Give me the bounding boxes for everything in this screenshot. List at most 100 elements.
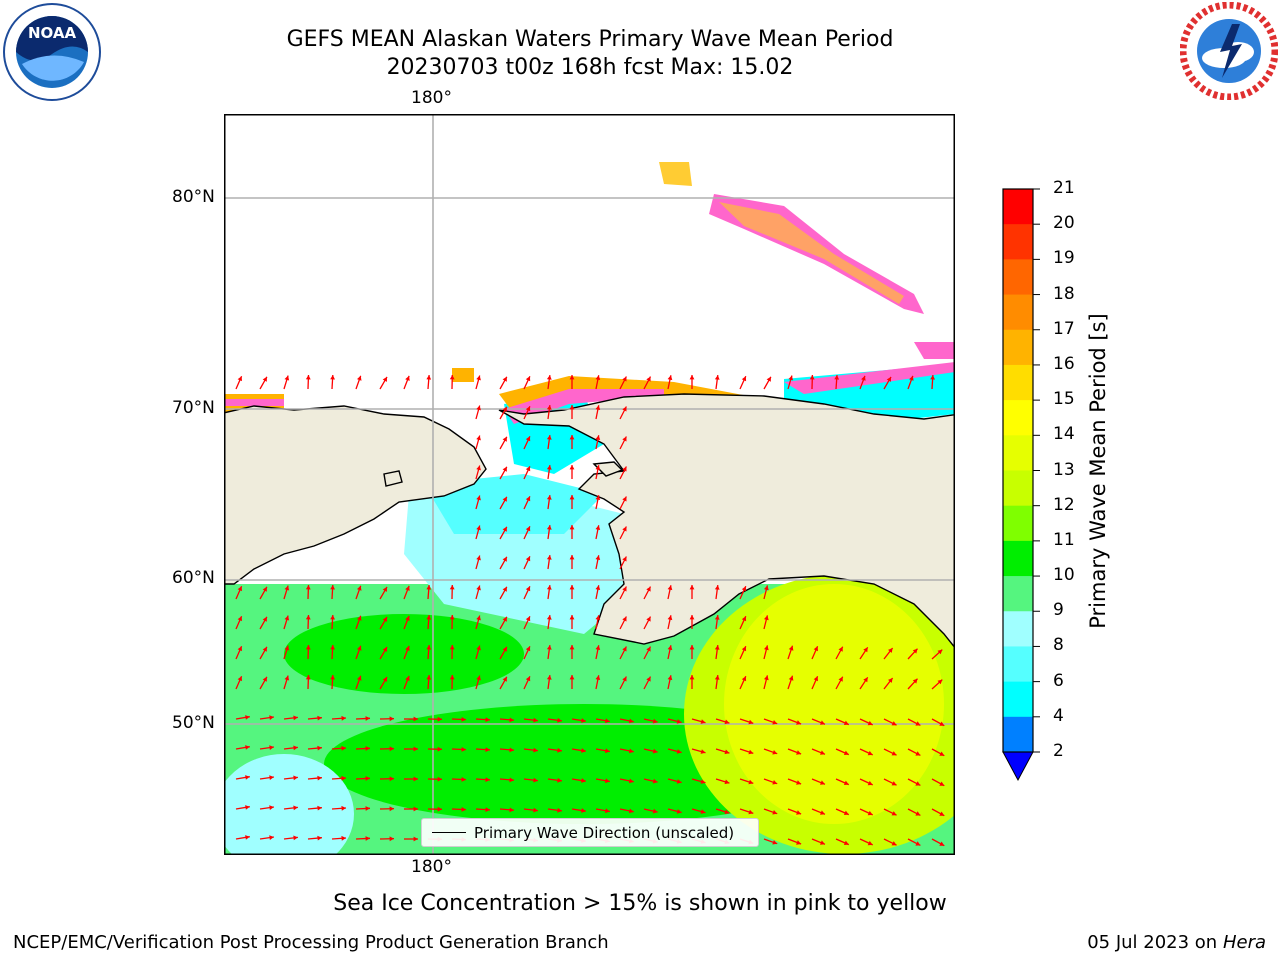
colorbar-label: Primary Wave Mean Period [s] <box>1086 313 1110 629</box>
wave-direction-arrowhead <box>772 780 778 785</box>
wave-direction-arrowhead <box>569 615 575 620</box>
wave-direction-arrowhead <box>689 375 695 380</box>
wave-direction-arrowhead <box>689 585 695 590</box>
wave-direction-arrowhead <box>912 678 918 684</box>
wave-direction-arrowhead <box>365 746 370 751</box>
colorbar-cell <box>1003 435 1033 471</box>
wave-direction-arrowhead <box>796 780 802 785</box>
wave-direction-arrowhead <box>912 648 918 654</box>
wave-direction-arrowhead <box>741 376 747 382</box>
wave-direction-arrowhead <box>939 811 945 816</box>
wave-direction-arrowhead <box>269 805 274 810</box>
wave-direction-arrowhead <box>622 496 627 502</box>
colorbar <box>1002 188 1040 782</box>
wave-direction-arrowhead <box>557 717 562 723</box>
wave-direction-arrowhead <box>764 615 769 621</box>
wave-direction-arrowhead <box>365 776 370 781</box>
wave-direction-arrowhead <box>569 585 575 590</box>
wave-direction-arrowhead <box>449 645 455 650</box>
wave-direction-arrowhead <box>341 835 346 841</box>
colorbar-tick-label: 12 <box>1053 494 1075 515</box>
wave-direction-arrowhead <box>595 645 601 650</box>
wave-direction-arrowhead <box>341 805 346 811</box>
wave-direction-arrowhead <box>509 717 514 723</box>
wave-direction-arrowhead <box>525 466 531 472</box>
wave-direction-arrowhead <box>317 715 322 721</box>
wave-direction-arrowhead <box>689 615 695 620</box>
wave-direction-arrowhead <box>476 525 481 531</box>
wave-direction-arrowhead <box>820 720 825 725</box>
wave-direction-arrowhead <box>741 676 747 682</box>
wave-direction-arrowhead <box>622 466 627 472</box>
wave-direction-arrowhead <box>461 717 466 722</box>
wave-direction-arrowhead <box>525 676 531 682</box>
wave-direction-arrowhead <box>867 720 873 726</box>
wave-direction-arrowhead <box>502 496 507 502</box>
wave-direction-arrowhead <box>533 807 538 813</box>
wave-direction-arrowhead <box>502 556 507 562</box>
wave-direction-arrowhead <box>509 777 514 783</box>
wave-direction-arrowhead <box>714 585 720 590</box>
wave-direction-arrowhead <box>341 715 346 721</box>
wave-direction-arrowhead <box>741 646 747 652</box>
wave-direction-arrowhead <box>724 719 730 725</box>
wave-direction-arrowhead <box>357 675 362 681</box>
wave-direction-arrowhead <box>796 810 802 815</box>
wave-direction-arrowhead <box>357 645 362 651</box>
wave-direction-arrowhead <box>557 807 562 813</box>
wave-direction-arrowhead <box>741 616 747 622</box>
wave-direction-arrowhead <box>382 646 387 652</box>
colorbar-tick-label: 2 <box>1053 741 1064 761</box>
wave-direction-arrowhead <box>766 376 771 382</box>
wave-direction-arrowhead <box>365 716 370 721</box>
wave-direction-arrowhead <box>595 555 601 560</box>
legend-label: Primary Wave Direction (unscaled) <box>474 823 735 842</box>
wave-direction-arrowhead <box>891 721 897 726</box>
wave-direction-arrowhead <box>357 585 362 591</box>
wave-direction-arrowhead <box>667 675 673 681</box>
wave-direction-arrowhead <box>788 675 794 681</box>
wave-direction-arrowhead <box>581 748 586 753</box>
wave-direction-arrowhead <box>772 810 778 815</box>
wave-direction-arrowhead <box>748 719 754 725</box>
wave-direction-arrowhead <box>502 526 507 532</box>
wave-direction-arrowhead <box>788 375 793 381</box>
wave-direction-arrowhead <box>605 748 610 754</box>
wave-direction-arrowhead <box>724 779 730 785</box>
wave-direction-arrowhead <box>843 750 849 755</box>
wave-direction-arrowhead <box>525 496 531 502</box>
wave-direction-arrowhead <box>546 645 552 650</box>
wave-direction-arrowhead <box>449 615 455 620</box>
wave-direction-arrowhead <box>389 716 394 722</box>
wave-direction-arrowhead <box>569 405 575 410</box>
wave-direction-arrowhead <box>546 675 552 680</box>
wave-direction-arrowhead <box>646 376 651 382</box>
wave-direction-arrowhead <box>595 435 601 440</box>
colorbar-tick-label: 17 <box>1053 318 1075 339</box>
wave-direction-arrowhead <box>389 836 394 842</box>
wave-direction-arrowhead <box>891 751 897 756</box>
wave-direction-arrowhead <box>269 745 274 750</box>
wave-direction-arrowhead <box>330 375 335 380</box>
wave-direction-arrowhead <box>714 645 720 650</box>
colorbar-tick-label: 18 <box>1053 283 1075 304</box>
wave-direction-arrowhead <box>569 525 575 530</box>
map-title: GEFS MEAN Alaskan Waters Primary Wave Me… <box>286 27 894 52</box>
wave-direction-arrowhead <box>546 615 552 620</box>
wave-direction-arrowhead <box>426 615 432 620</box>
wave-direction-arrowhead <box>546 435 552 440</box>
wave-direction-arrowhead <box>838 676 843 682</box>
lon-label-bottom: 180° <box>411 857 452 877</box>
wave-direction-arrowhead <box>667 375 673 381</box>
wave-direction-arrowhead <box>581 778 586 783</box>
wave-direction-arrowhead <box>595 375 601 380</box>
wave-direction-arrowhead <box>867 750 873 756</box>
colorbar-cell <box>1003 681 1033 718</box>
wave-direction-arrowhead <box>269 835 274 840</box>
wave-direction-arrowhead <box>915 721 921 726</box>
wave-direction-arrowhead <box>667 645 673 651</box>
wave-direction-arrowhead <box>461 807 466 812</box>
wave-direction-arrowhead <box>714 615 720 620</box>
wave-direction-arrowhead <box>915 841 921 846</box>
colorbar-cell <box>1003 224 1033 260</box>
